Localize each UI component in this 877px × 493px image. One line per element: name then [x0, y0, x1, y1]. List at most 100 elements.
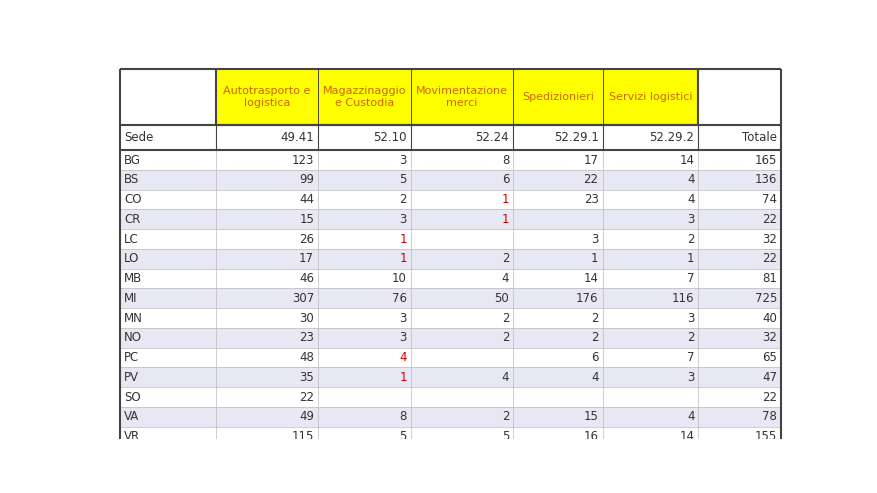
Bar [120, 69, 216, 125]
Text: 48: 48 [299, 351, 314, 364]
Text: 46: 46 [299, 272, 314, 285]
Bar [120, 367, 781, 387]
Text: 22: 22 [299, 390, 314, 403]
Text: LC: LC [124, 233, 139, 246]
Text: 26: 26 [299, 233, 314, 246]
Text: 1141: 1141 [284, 470, 314, 483]
Text: 136: 136 [755, 174, 777, 186]
Text: 70: 70 [583, 450, 598, 463]
Text: 52.29.1: 52.29.1 [553, 131, 598, 144]
Text: BG: BG [124, 154, 141, 167]
Text: 2: 2 [591, 312, 598, 324]
Text: 32: 32 [762, 331, 777, 344]
Text: 16: 16 [495, 450, 510, 463]
Text: 142: 142 [292, 450, 314, 463]
Text: 2: 2 [502, 252, 510, 265]
Text: 6: 6 [502, 174, 510, 186]
Text: 3: 3 [687, 371, 695, 384]
Text: 42: 42 [680, 450, 695, 463]
Bar [318, 69, 410, 125]
Bar [216, 69, 318, 125]
Text: Totale: Totale [124, 470, 159, 483]
Text: 22: 22 [762, 213, 777, 226]
Text: 23: 23 [299, 331, 314, 344]
Text: 76: 76 [392, 292, 407, 305]
Text: 4: 4 [502, 272, 510, 285]
Text: 2: 2 [502, 331, 510, 344]
Text: 1: 1 [502, 213, 510, 226]
Text: 165: 165 [755, 154, 777, 167]
Bar [120, 229, 781, 249]
Text: 40: 40 [762, 312, 777, 324]
Bar [120, 387, 781, 407]
Text: 1: 1 [399, 252, 407, 265]
Text: 22: 22 [762, 390, 777, 403]
Text: 8: 8 [502, 154, 510, 167]
Text: 116: 116 [672, 292, 695, 305]
Text: Totale: Totale [742, 131, 777, 144]
Text: 3: 3 [687, 312, 695, 324]
Text: 4: 4 [687, 410, 695, 423]
Bar [120, 269, 781, 288]
Bar [120, 170, 781, 190]
Text: 52.24: 52.24 [475, 131, 510, 144]
Bar [120, 125, 781, 150]
Text: 123: 123 [292, 154, 314, 167]
Text: 16: 16 [583, 430, 598, 443]
Text: 307: 307 [292, 292, 314, 305]
Text: 1: 1 [399, 371, 407, 384]
Bar [120, 249, 781, 269]
Text: 3: 3 [399, 154, 407, 167]
Text: 26: 26 [392, 450, 407, 463]
Text: 8: 8 [399, 410, 407, 423]
Text: 35: 35 [299, 371, 314, 384]
Text: 4: 4 [687, 174, 695, 186]
Text: Magazzinaggio
e Custodia: Magazzinaggio e Custodia [323, 86, 406, 107]
Text: 4: 4 [399, 351, 407, 364]
Text: 22: 22 [583, 174, 598, 186]
Text: 5: 5 [399, 174, 407, 186]
Text: 3: 3 [399, 312, 407, 324]
Text: Sede: Sede [124, 131, 153, 144]
Bar [513, 69, 602, 125]
Text: MN: MN [124, 312, 143, 324]
Text: 371: 371 [576, 470, 598, 483]
Text: 176: 176 [576, 292, 598, 305]
Text: 49: 49 [299, 410, 314, 423]
Text: SO: SO [124, 390, 140, 403]
Text: 3: 3 [399, 213, 407, 226]
Text: 44: 44 [299, 193, 314, 206]
Text: 14: 14 [680, 154, 695, 167]
Text: 2: 2 [502, 410, 510, 423]
Text: 65: 65 [762, 351, 777, 364]
Text: PC: PC [124, 351, 139, 364]
Text: MI: MI [124, 292, 138, 305]
Text: 5: 5 [399, 430, 407, 443]
Text: 15: 15 [299, 213, 314, 226]
Bar [698, 69, 781, 125]
Bar [602, 69, 698, 125]
Text: 3: 3 [591, 233, 598, 246]
Text: 99: 99 [299, 174, 314, 186]
Bar [120, 348, 781, 367]
Text: 1: 1 [502, 193, 510, 206]
Text: 10: 10 [392, 272, 407, 285]
Text: 2: 2 [687, 331, 695, 344]
Text: 115: 115 [292, 430, 314, 443]
Text: 52.29.2: 52.29.2 [650, 131, 695, 144]
Text: 3: 3 [687, 213, 695, 226]
Text: 725: 725 [755, 292, 777, 305]
Bar [410, 69, 513, 125]
Text: 296: 296 [754, 450, 777, 463]
Bar [120, 328, 781, 348]
Text: CO: CO [124, 193, 141, 206]
Bar [120, 308, 781, 328]
Bar [120, 426, 781, 446]
Text: CR: CR [124, 213, 140, 226]
Text: 78: 78 [762, 410, 777, 423]
Text: 74: 74 [762, 193, 777, 206]
Text: 32: 32 [762, 233, 777, 246]
Bar [120, 446, 781, 466]
Text: 4: 4 [502, 371, 510, 384]
Text: 14: 14 [583, 272, 598, 285]
